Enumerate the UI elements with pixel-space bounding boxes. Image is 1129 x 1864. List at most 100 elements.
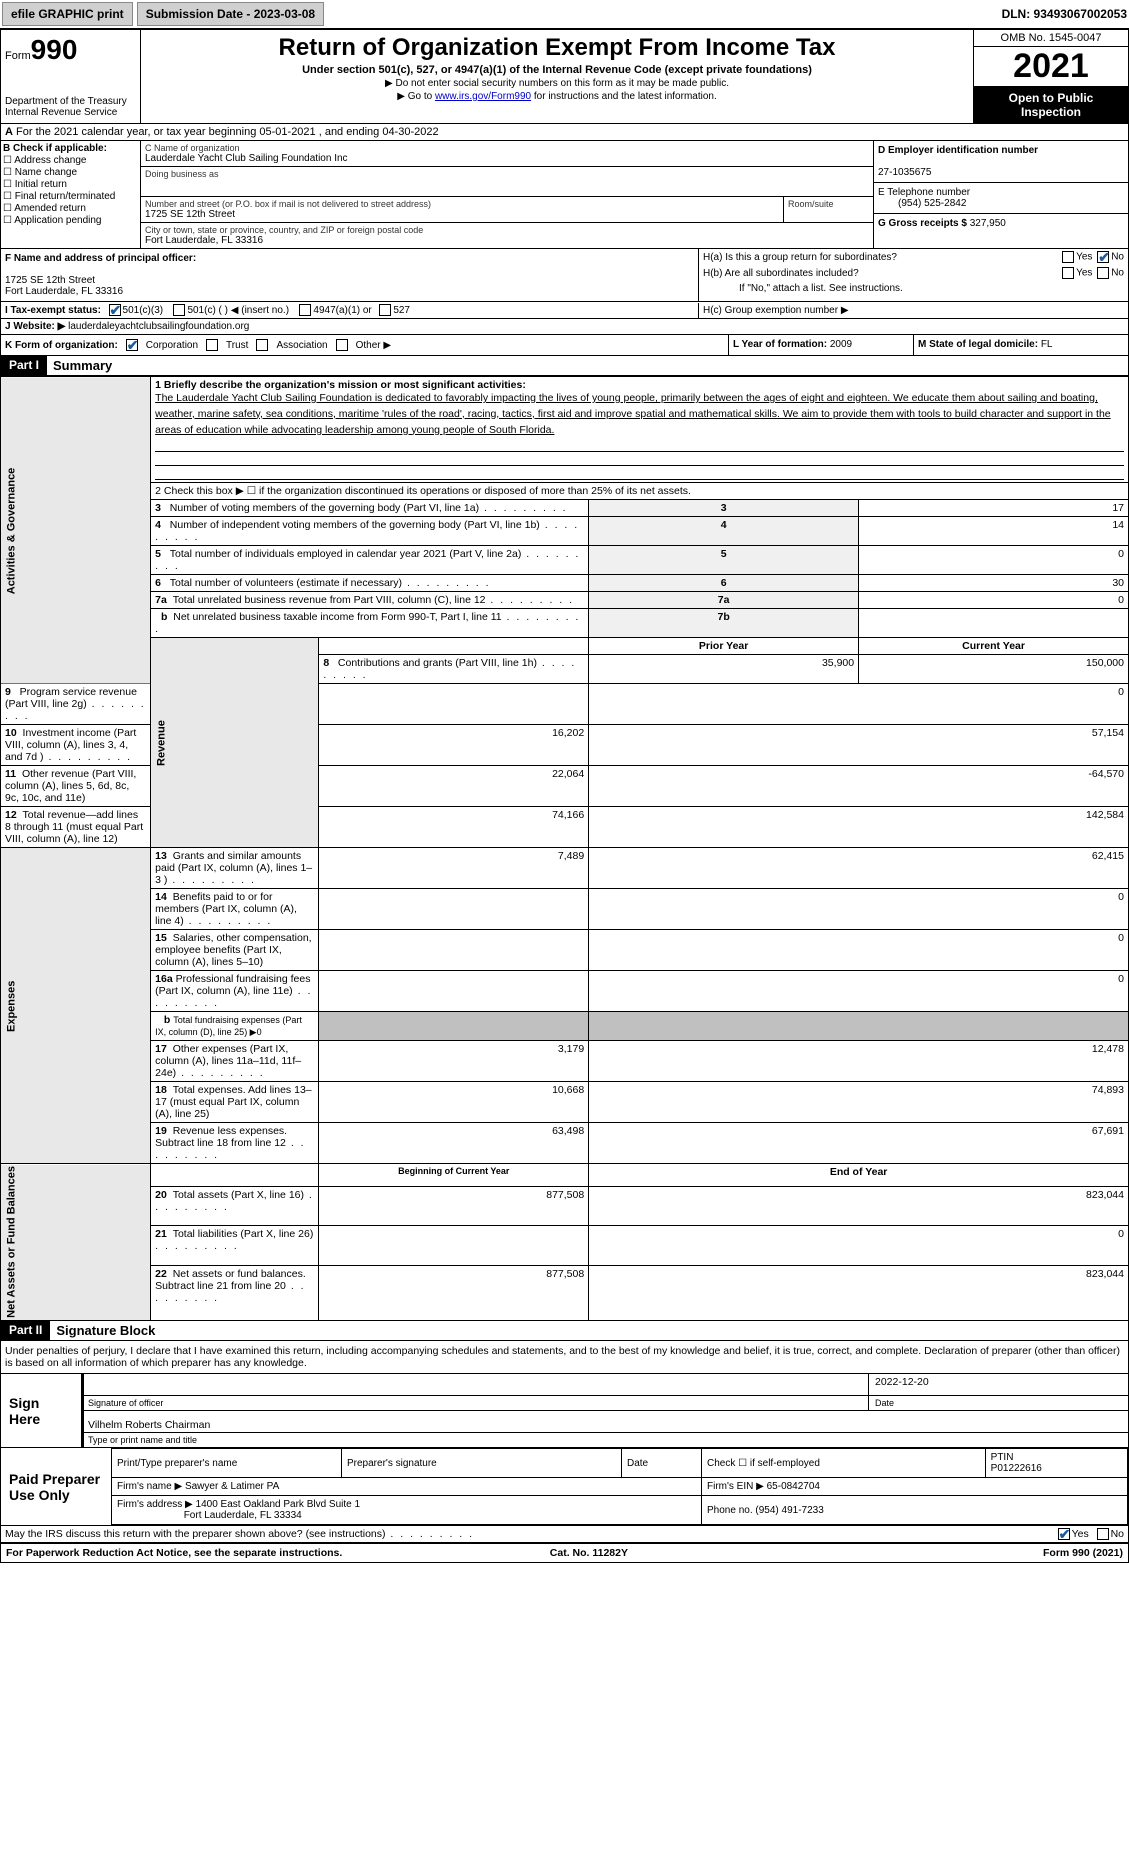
v5: 0 [859, 546, 1129, 575]
l-cell: L Year of formation: 2009 [728, 335, 913, 355]
footer-right: Form 990 (2021) [1043, 1547, 1123, 1559]
v3: 17 [859, 500, 1129, 517]
ha-yes[interactable] [1062, 251, 1074, 263]
line1-label: 1 Briefly describe the organization's mi… [155, 379, 526, 391]
top-bar: efile GRAPHIC print Submission Date - 20… [0, 0, 1129, 30]
side-activities: Activities & Governance [1, 377, 151, 684]
date-label: Date [868, 1396, 1128, 1410]
column-f: F Name and address of principal officer:… [1, 249, 698, 301]
header-center: Return of Organization Exempt From Incom… [141, 30, 973, 123]
tax-year: 2021 [974, 47, 1128, 87]
discuss-no[interactable] [1097, 1528, 1109, 1540]
form-subtitle: Under section 501(c), 527, or 4947(a)(1)… [145, 64, 969, 76]
column-b: B Check if applicable: ☐ Address change … [1, 141, 141, 248]
side-expenses: Expenses [1, 848, 151, 1164]
m-cell: M State of legal domicile: FL [913, 335, 1128, 355]
klm-row: K Form of organization: Corporation Trus… [0, 335, 1129, 356]
officer-addr1: 1725 SE 12th Street [5, 275, 95, 286]
chk-corp[interactable] [126, 339, 138, 351]
hb-yes[interactable] [1062, 267, 1074, 279]
part1-header: Part I Summary [0, 356, 1129, 376]
note-ssn: ▶ Do not enter social security numbers o… [145, 78, 969, 89]
chk-assoc[interactable] [256, 339, 268, 351]
city-label: City or town, state or province, country… [145, 225, 869, 235]
org-name: Lauderdale Yacht Club Sailing Foundation… [145, 153, 869, 164]
hb-label: H(b) Are all subordinates included? [703, 268, 859, 279]
ein: 27-1035675 [878, 167, 931, 178]
hb-note: If "No," attach a list. See instructions… [699, 281, 1128, 296]
section-bcd: B Check if applicable: ☐ Address change … [0, 141, 1129, 249]
summary-table: Activities & Governance 1 Briefly descri… [0, 376, 1129, 1321]
ha-no[interactable] [1097, 251, 1109, 263]
signature-block: Under penalties of perjury, I declare th… [0, 1341, 1129, 1544]
side-revenue: Revenue [151, 638, 319, 848]
dln-label: DLN: 93493067002053 [1002, 7, 1127, 21]
footer-cat: Cat. No. 11282Y [550, 1547, 628, 1559]
prior-hdr: Prior Year [589, 638, 859, 655]
header-left: Form990 Department of the Treasury Inter… [1, 30, 141, 123]
org-name-label: C Name of organization [145, 143, 869, 153]
current-hdr: Current Year [859, 638, 1129, 655]
v4: 14 [859, 517, 1129, 546]
page-footer: For Paperwork Reduction Act Notice, see … [0, 1544, 1129, 1563]
tel-label: E Telephone number [878, 187, 970, 198]
v7a: 0 [859, 592, 1129, 609]
irs-link[interactable]: www.irs.gov/Form990 [435, 91, 531, 102]
website-url: lauderdaleyachtclubsailingfoundation.org [68, 321, 249, 332]
chk-amend[interactable]: ☐ Amended return [3, 203, 138, 214]
part2-header: Part II Signature Block [0, 1321, 1129, 1341]
chk-addr[interactable]: ☐ Address change [3, 155, 138, 166]
column-h: H(a) Is this a group return for subordin… [698, 249, 1128, 301]
sign-here-label: Sign Here [1, 1374, 81, 1447]
header-right: OMB No. 1545-0047 2021 Open to Public In… [973, 30, 1128, 123]
form-header: Form990 Department of the Treasury Inter… [0, 30, 1129, 124]
dept-label: Department of the Treasury [5, 96, 136, 107]
note-link: ▶ Go to www.irs.gov/Form990 for instruct… [145, 91, 969, 102]
officer-addr2: Fort Lauderdale, FL 33316 [5, 286, 123, 297]
irs-label: Internal Revenue Service [5, 107, 136, 118]
preparer-table: Print/Type preparer's name Preparer's si… [111, 1448, 1128, 1525]
chk-other[interactable] [336, 339, 348, 351]
dba-label: Doing business as [145, 169, 869, 179]
omb-number: OMB No. 1545-0047 [974, 30, 1128, 47]
gross: 327,950 [970, 218, 1006, 229]
gross-label: G Gross receipts $ [878, 218, 967, 229]
hb-no[interactable] [1097, 267, 1109, 279]
side-netassets: Net Assets or Fund Balances [1, 1164, 151, 1321]
discuss-label: May the IRS discuss this return with the… [5, 1528, 474, 1540]
sig-officer-label: Signature of officer [88, 1398, 163, 1408]
column-c: C Name of organization Lauderdale Yacht … [141, 141, 873, 248]
chk-name[interactable]: ☐ Name change [3, 167, 138, 178]
line-a: A For the 2021 calendar year, or tax yea… [0, 124, 1129, 141]
chk-4947[interactable] [299, 304, 311, 316]
chk-trust[interactable] [206, 339, 218, 351]
section-fh: F Name and address of principal officer:… [0, 249, 1129, 302]
chk-init[interactable]: ☐ Initial return [3, 179, 138, 190]
line2: 2 Check this box ▶ ☐ if the organization… [151, 483, 1129, 500]
footer-left: For Paperwork Reduction Act Notice, see … [6, 1547, 342, 1559]
submission-button[interactable]: Submission Date - 2023-03-08 [137, 2, 324, 26]
chk-final[interactable]: ☐ Final return/terminated [3, 191, 138, 202]
ein-label: D Employer identification number [878, 145, 1038, 156]
efile-button[interactable]: efile GRAPHIC print [2, 2, 133, 26]
form-title: Return of Organization Exempt From Incom… [145, 34, 969, 62]
v6: 30 [859, 575, 1129, 592]
declaration: Under penalties of perjury, I declare th… [1, 1341, 1128, 1373]
chk-501c3[interactable] [109, 304, 121, 316]
city: Fort Lauderdale, FL 33316 [145, 235, 869, 246]
discuss-yes[interactable] [1058, 1528, 1070, 1540]
form-number: Form990 [5, 34, 136, 66]
ha-label: H(a) Is this a group return for subordin… [703, 252, 897, 263]
tax-status-row: I Tax-exempt status: 501(c)(3) 501(c) ( … [0, 302, 1129, 319]
column-d: D Employer identification number 27-1035… [873, 141, 1128, 248]
tel: (954) 525-2842 [878, 198, 966, 209]
chk-app[interactable]: ☐ Application pending [3, 215, 138, 226]
chk-501c[interactable] [173, 304, 185, 316]
chk-527[interactable] [379, 304, 391, 316]
paid-preparer-label: Paid Preparer Use Only [1, 1448, 111, 1525]
sig-date: 2022-12-20 [868, 1374, 1128, 1395]
officer-name: Vilhelm Roberts Chairman [88, 1419, 210, 1430]
k-cell: K Form of organization: Corporation Trus… [1, 335, 728, 355]
v7b [859, 609, 1129, 638]
room-label: Room/suite [788, 199, 869, 209]
